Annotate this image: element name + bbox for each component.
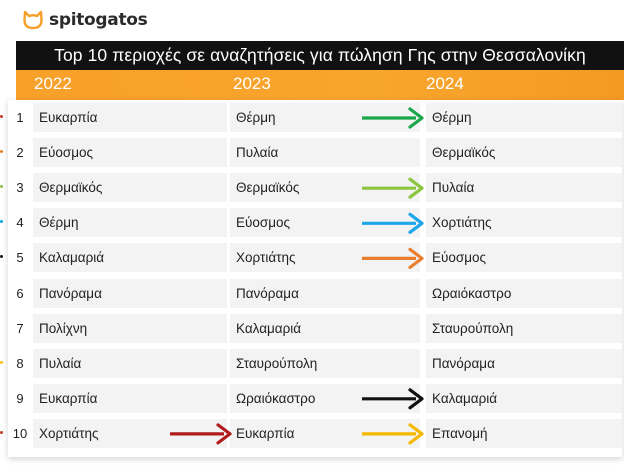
rank-number: 8: [16, 355, 24, 371]
table-row: 9 Ευκαρπία Ωραιόκαστρο Καλαμαριά: [0, 381, 624, 416]
rank-marker-dot: [0, 185, 3, 189]
cell-2024: Εύοσμος: [426, 243, 622, 273]
table-row: 1 Ευκαρπία Θέρμη Θέρμη: [0, 100, 624, 135]
cell-2023: Θέρμη: [230, 103, 420, 132]
cell-2023: Ωραιόκαστρο: [230, 383, 420, 413]
cell-2024: Πυλαία: [426, 173, 622, 203]
rank-marker-dot: [0, 220, 3, 224]
rank-number: 10: [12, 425, 28, 441]
year-header: 2022 2023 2024: [16, 70, 624, 100]
rank-marker-dot: [0, 150, 3, 154]
table-title: Top 10 περιοχές σε αναζητήσεις για πώλησ…: [16, 41, 624, 70]
table-row: 8 Πυλαία Σταυρούπολη Πανόραμα: [0, 346, 624, 381]
rank-marker-dot: [0, 430, 3, 434]
table-row: 6 Πανόραμα Πανόραμα Ωραιόκαστρο: [0, 276, 624, 311]
cell-2023: Καλαμαριά: [230, 313, 420, 343]
cell-2022: Εύοσμος: [33, 138, 227, 168]
cell-2024: Ωραιόκαστρο: [426, 278, 622, 308]
cell-2022: Θερμαϊκός: [33, 173, 227, 203]
cell-2022: Πολίχνη: [33, 313, 227, 343]
cell-2022: Καλαμαριά: [33, 243, 227, 273]
table-row: 3 Θερμαϊκός Θερμαϊκός Πυλαία: [0, 170, 624, 205]
rank-number: 7: [16, 320, 24, 336]
cell-2023: Εύοσμος: [230, 208, 420, 238]
table-title-text: Top 10 περιοχές σε αναζητήσεις για πώλησ…: [54, 45, 586, 65]
column-header-2022: 2022: [34, 74, 72, 93]
table-row: 2 Εύοσμος Πυλαία Θερμαϊκός: [0, 135, 624, 170]
rank-marker-dot: [0, 115, 3, 118]
cell-2023: Πανόραμα: [230, 278, 420, 308]
cell-2024: Πανόραμα: [426, 348, 622, 378]
brand-logo: spitogatos: [22, 8, 148, 32]
cell-2022: Πυλαία: [33, 348, 227, 378]
cell-2024: Θερμαϊκός: [426, 138, 622, 168]
cell-2022: Ευκαρπία: [33, 383, 227, 413]
rank-number: 9: [16, 390, 24, 406]
cell-2023: Σταυρούπολη: [230, 348, 420, 378]
cell-2024: Καλαμαριά: [426, 383, 622, 413]
cell-2024: Χορτιάτης: [426, 208, 622, 238]
cell-2024: Σταυρούπολη: [426, 313, 622, 343]
cell-2022: Χορτιάτης: [33, 418, 227, 448]
cell-2023: Χορτιάτης: [230, 243, 420, 273]
cell-2024: Θέρμη: [426, 103, 622, 132]
brand-name: spitogatos: [49, 10, 148, 30]
cell-2023: Θερμαϊκός: [230, 173, 420, 203]
column-header-2024: 2024: [426, 74, 464, 93]
cell-2023: Πυλαία: [230, 138, 420, 168]
column-header-2023: 2023: [233, 74, 271, 93]
cell-2023: Ευκαρπία: [230, 418, 420, 448]
ranking-table: 1 Ευκαρπία Θέρμη Θέρμη 2 Εύοσμος Πυλαία Θερμαϊκ…: [0, 100, 624, 457]
table-row: 10 Χορτιάτης Ευκαρπία Επανομή: [0, 416, 624, 451]
rank-number: 2: [16, 145, 24, 161]
table-row: 5 Καλαμαριά Χορτιάτης Εύοσμος: [0, 240, 624, 275]
rank-number: 4: [16, 215, 24, 231]
table-row: 4 Θέρμη Εύοσμος Χορτιάτης: [0, 205, 624, 240]
rank-number: 3: [16, 180, 24, 196]
rank-number: 6: [16, 285, 24, 301]
rank-marker-dot: [0, 255, 3, 259]
rank-number: 5: [16, 250, 24, 266]
cell-2022: Θέρμη: [33, 208, 227, 238]
cat-head-icon: [23, 10, 43, 30]
cell-2022: Πανόραμα: [33, 278, 227, 308]
rank-marker-dot: [0, 360, 3, 364]
cell-2024: Επανομή: [426, 418, 622, 448]
table-row: 7 Πολίχνη Καλαμαριά Σταυρούπολη: [0, 311, 624, 346]
cell-2022: Ευκαρπία: [33, 103, 227, 132]
rank-number: 1: [16, 110, 24, 125]
